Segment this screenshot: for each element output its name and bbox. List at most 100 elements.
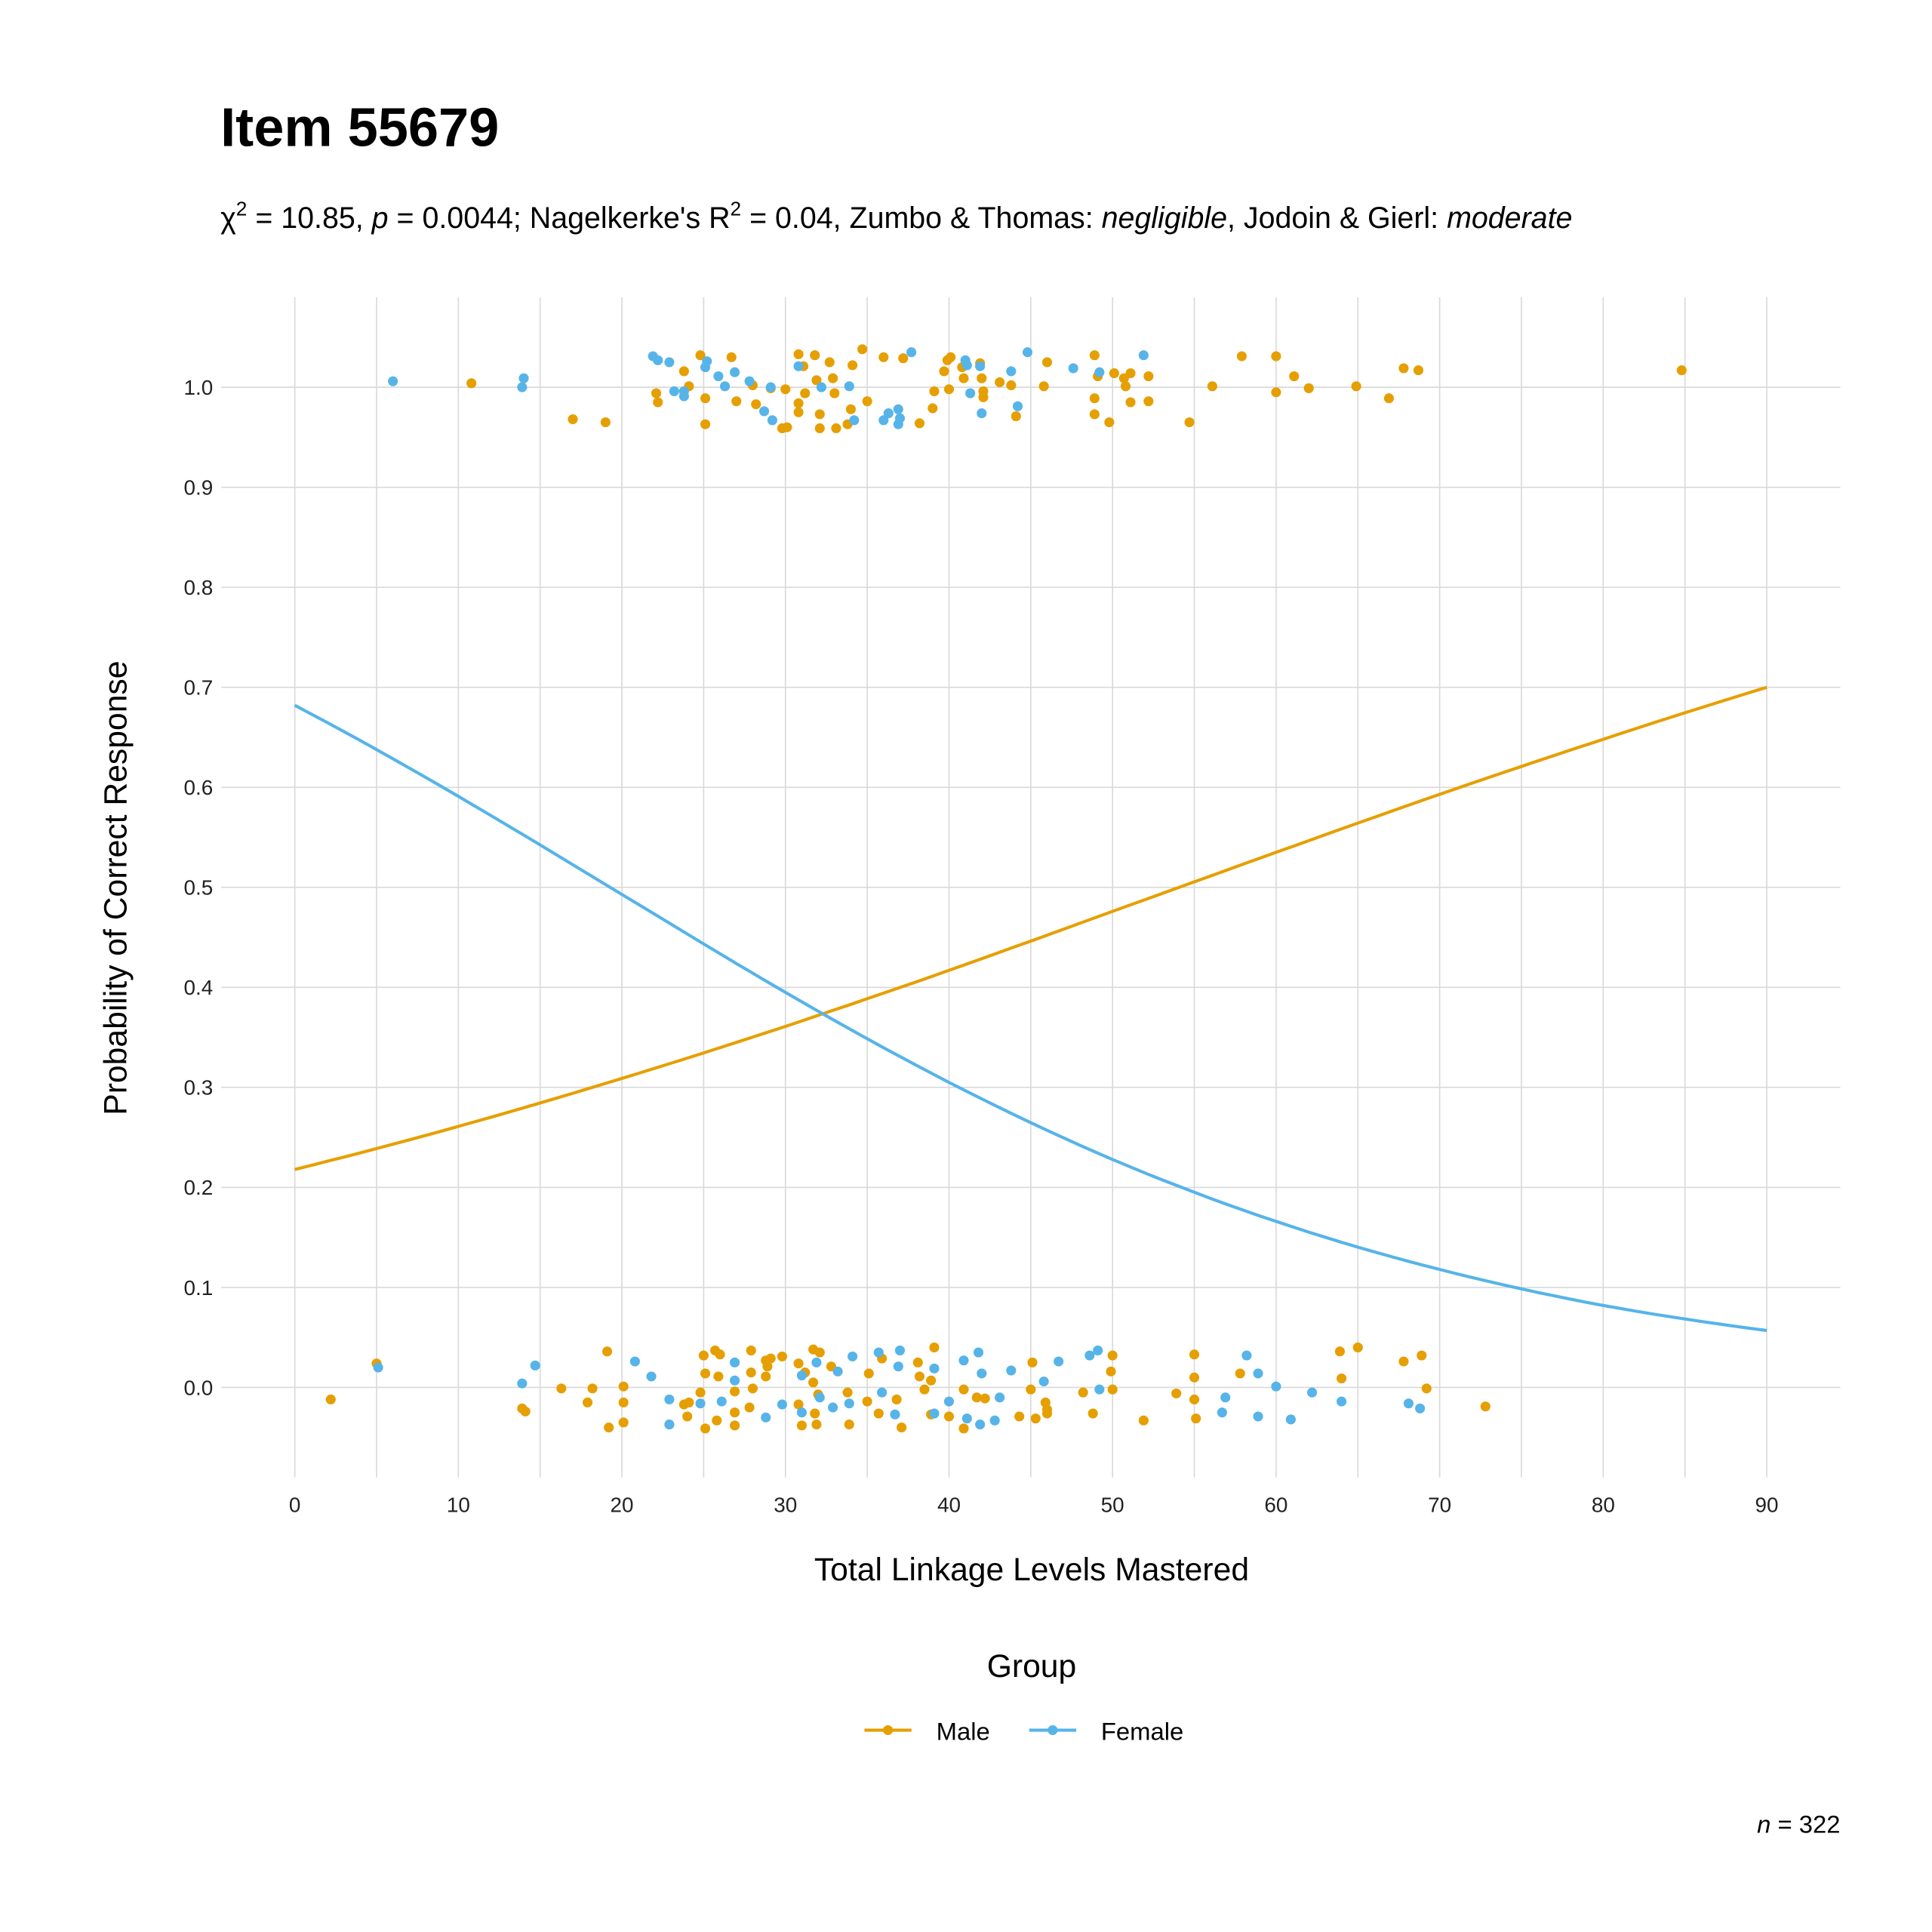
subtitle-zumbo-thomas: negligible <box>1102 202 1227 235</box>
male-point <box>1235 1368 1245 1379</box>
female-point <box>989 1415 1000 1426</box>
female-point <box>811 1357 822 1367</box>
male-point <box>919 1384 930 1395</box>
male-point <box>1026 1384 1036 1395</box>
male-point <box>556 1383 567 1394</box>
male-point <box>926 1375 937 1386</box>
male-point <box>1207 381 1217 392</box>
male-point <box>325 1394 336 1404</box>
male-point <box>568 414 578 425</box>
y-axis-title: Probability of Correct Response <box>97 661 134 1115</box>
male-point <box>1041 357 1053 368</box>
female-point <box>894 1345 906 1355</box>
female-point <box>961 360 972 371</box>
chart-subtitle: χ2 = 10.85, p = 0.0044; Nagelkerke's R2 … <box>220 198 1572 235</box>
male-point <box>811 375 822 386</box>
female-point <box>653 355 663 365</box>
chart-title: Item 55679 <box>220 98 499 158</box>
male-point <box>1107 1384 1118 1395</box>
female-point <box>1094 1384 1105 1395</box>
male-point <box>1271 387 1281 398</box>
female-point <box>1253 1368 1263 1379</box>
male-point <box>897 1422 907 1433</box>
female-point <box>975 1419 986 1430</box>
female-point <box>873 1347 884 1358</box>
male-point <box>762 1361 773 1372</box>
male-point <box>1676 365 1687 376</box>
female-point <box>793 361 804 371</box>
male-point <box>1106 1366 1116 1377</box>
legend-label-female: Female <box>1101 1718 1183 1746</box>
male-point <box>651 388 662 398</box>
male-point <box>842 1387 853 1398</box>
male-point <box>891 1394 902 1404</box>
y-tick-label: 0.6 <box>183 776 213 799</box>
male-point <box>618 1397 629 1407</box>
female-point <box>1271 1381 1281 1392</box>
male-point <box>980 1393 990 1404</box>
male-point <box>1120 381 1131 392</box>
male-point <box>700 1368 711 1379</box>
male-point <box>600 417 611 428</box>
female-point <box>1220 1392 1231 1403</box>
female-point <box>975 361 986 371</box>
male-point <box>928 403 938 414</box>
male-point <box>1191 1413 1201 1424</box>
subtitle-p: p <box>371 202 389 235</box>
female-point <box>1022 347 1033 358</box>
female-point <box>1093 1345 1103 1355</box>
female-point <box>977 408 987 419</box>
female-point <box>1094 367 1105 377</box>
male-point <box>747 1383 758 1394</box>
x-tick-label: 30 <box>774 1494 797 1517</box>
male-point <box>744 1402 755 1413</box>
male-point <box>808 1377 819 1388</box>
female-point <box>1285 1414 1296 1425</box>
male-point <box>1184 417 1195 428</box>
male-point <box>751 399 761 410</box>
male-point <box>810 1408 820 1419</box>
y-tick-label: 0.9 <box>183 476 213 500</box>
male-point <box>582 1397 593 1407</box>
male-point <box>995 377 1005 388</box>
female-fitted-curve <box>294 703 1767 1332</box>
female-point <box>664 1419 675 1430</box>
male-point <box>1417 1350 1427 1361</box>
subtitle-chi: χ <box>220 202 236 235</box>
male-point <box>601 1346 613 1357</box>
female-point <box>1038 1376 1049 1387</box>
female-point <box>1337 1396 1347 1407</box>
male-point <box>712 1415 722 1426</box>
x-tick-label: 20 <box>611 1494 634 1517</box>
male-point <box>796 1420 807 1431</box>
male-point <box>698 1350 709 1361</box>
female-point <box>894 413 906 423</box>
male-point <box>695 350 706 361</box>
female-point <box>664 1394 675 1404</box>
female-point <box>388 376 398 386</box>
male-point <box>1352 1342 1363 1353</box>
female-point <box>995 1392 1005 1403</box>
female-point <box>730 1357 740 1367</box>
male-point <box>1109 368 1119 379</box>
y-tick-label: 0.4 <box>183 976 213 999</box>
female-point <box>730 367 740 377</box>
female-point <box>695 1398 706 1409</box>
female-point <box>629 1356 640 1367</box>
subtitle-jodoin-gierl: moderate <box>1447 202 1572 235</box>
male-point <box>912 1357 923 1367</box>
male-point <box>1078 1387 1088 1398</box>
female-point <box>777 1399 787 1410</box>
male-point <box>1303 383 1314 394</box>
x-tick-label: 60 <box>1264 1494 1287 1517</box>
male-point <box>1189 1372 1200 1383</box>
y-tick-label: 0.3 <box>183 1076 213 1100</box>
male-point <box>777 1351 787 1361</box>
legend-key-male-point <box>883 1724 894 1736</box>
male-point <box>1030 1413 1041 1424</box>
female-point <box>1084 1350 1095 1361</box>
male-point <box>695 1387 706 1398</box>
male-fitted-curve <box>294 685 1767 1171</box>
